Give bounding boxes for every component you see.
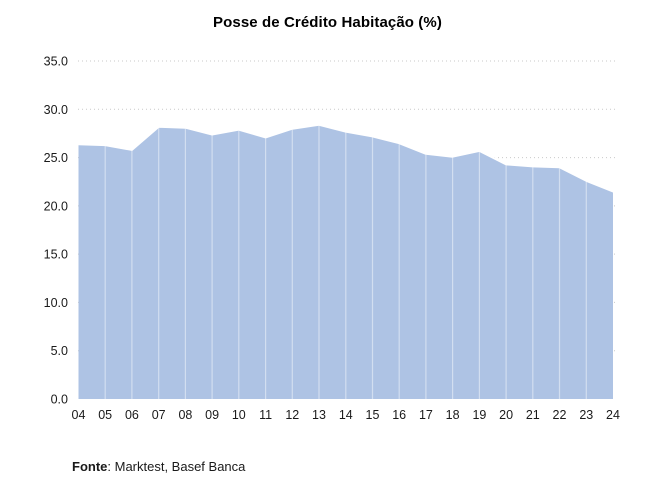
x-tick-label: 23: [579, 408, 593, 422]
x-tick-label: 06: [125, 408, 139, 422]
x-tick-label: 19: [472, 408, 486, 422]
y-tick-label: 10.0: [44, 296, 68, 310]
y-tick-label: 5.0: [51, 344, 68, 358]
x-tick-label: 12: [285, 408, 299, 422]
y-tick-label: 30.0: [44, 103, 68, 117]
source-text: : Marktest, Basef Banca: [107, 459, 246, 474]
y-tick-label: 15.0: [44, 248, 68, 262]
x-tick-label: 07: [152, 408, 166, 422]
x-tick-label: 14: [339, 408, 353, 422]
x-tick-label: 05: [98, 408, 112, 422]
x-tick-label: 11: [259, 408, 272, 422]
y-tick-label: 35.0: [44, 55, 68, 69]
chart-title: Posse de Crédito Habitação (%): [213, 14, 442, 31]
area-chart: 35.0 30.0 25.0 20.0 15.0 10.0 5.0 0.0 04 05 06 07 08…: [44, 55, 620, 423]
x-tick-label: 13: [312, 408, 326, 422]
y-tick-label: 25.0: [44, 151, 68, 165]
x-tick-label: 17: [419, 408, 433, 422]
x-tick-label: 24: [606, 408, 620, 422]
x-tick-label: 16: [392, 408, 406, 422]
y-tick-label: 0.0: [51, 393, 68, 407]
x-tick-label: 08: [178, 408, 192, 422]
source-label: Fonte: [72, 459, 108, 474]
x-tick-label: 21: [526, 408, 540, 422]
x-tick-label: 20: [499, 408, 513, 422]
area-line: [77, 123, 615, 193]
y-tick-label: 20.0: [44, 199, 68, 213]
area-fill: [78, 124, 613, 399]
x-tick-label: 10: [232, 408, 246, 422]
x-tick-label: 22: [553, 408, 567, 422]
x-tick-label: 18: [446, 408, 460, 422]
source-note: Fonte: Marktest, Basef Banca: [72, 459, 245, 474]
x-tick-label: 04: [72, 408, 86, 422]
x-tick-label: 15: [366, 408, 380, 422]
x-tick-label: 09: [205, 408, 219, 422]
